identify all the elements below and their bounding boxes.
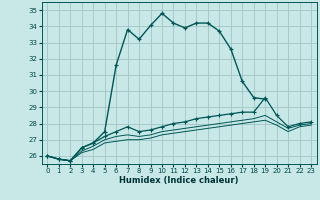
X-axis label: Humidex (Indice chaleur): Humidex (Indice chaleur) (119, 176, 239, 185)
